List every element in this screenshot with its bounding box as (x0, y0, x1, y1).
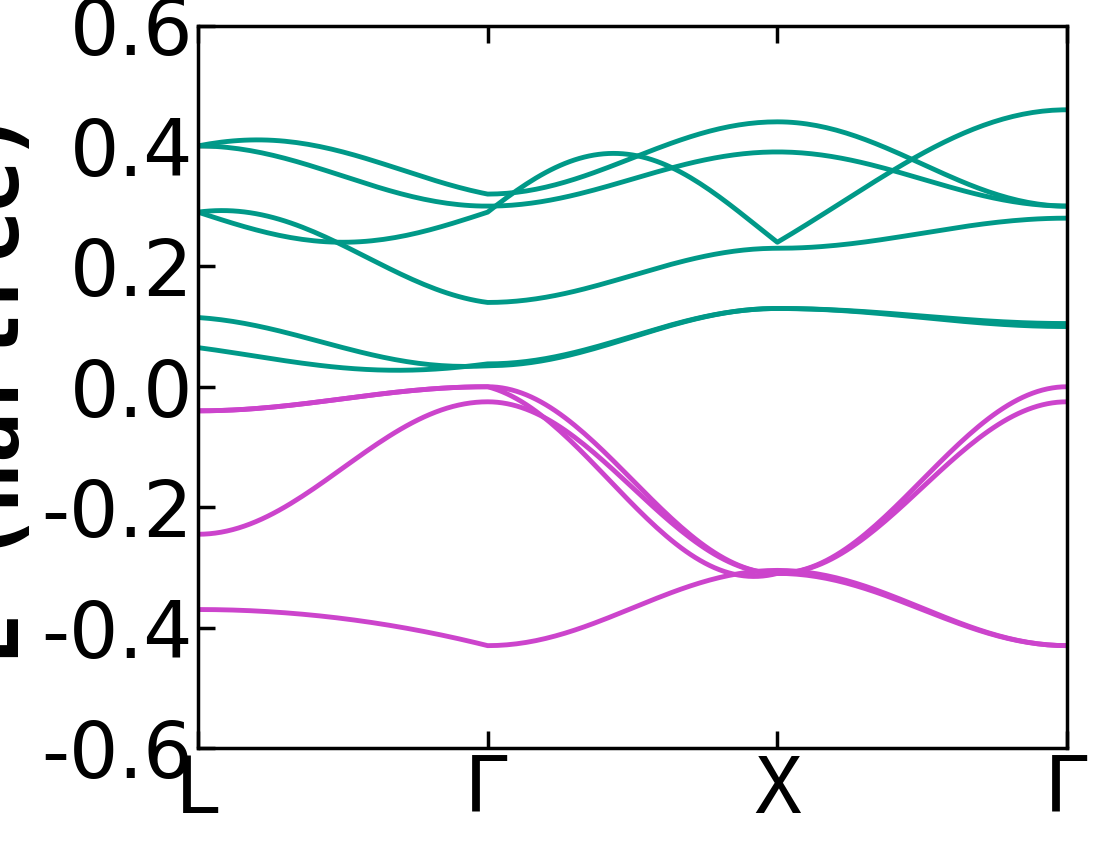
Y-axis label: E (hartree): E (hartree) (0, 110, 36, 663)
